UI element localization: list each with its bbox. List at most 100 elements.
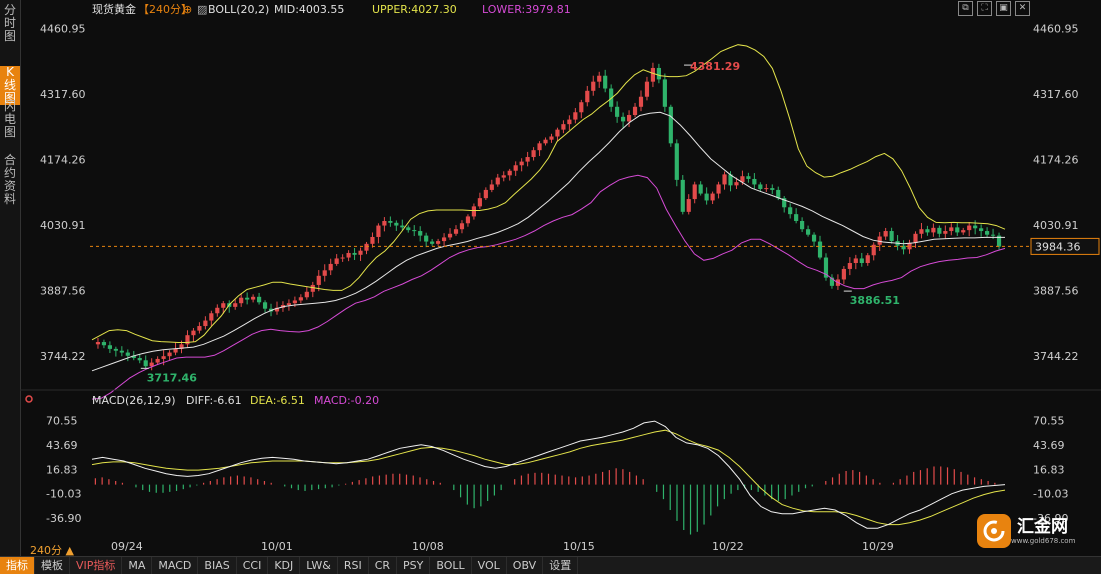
y-tick-left-1: 4317.60 <box>40 88 86 101</box>
y-tick-right-4: 3887.56 <box>1033 285 1079 298</box>
header-item-2: ⊕ <box>183 3 192 16</box>
left-tab-0[interactable]: 分时图 <box>3 3 16 43</box>
candle-body <box>638 96 644 107</box>
candle-body <box>382 220 387 226</box>
candle-body <box>352 252 357 255</box>
candle-body <box>567 119 572 125</box>
bottom-tab--1[interactable]: 模板 <box>35 557 70 574</box>
bottom-tab-rsi-9[interactable]: RSI <box>338 557 369 574</box>
candle-body <box>424 235 429 242</box>
candle-body <box>979 228 984 232</box>
candle-body <box>173 348 178 353</box>
bottom-tab-kdj-7[interactable]: KDJ <box>268 557 301 574</box>
candle-body <box>316 275 321 285</box>
boll-mid-line <box>91 111 1005 372</box>
bottom-tab-macd-4[interactable]: MACD <box>152 557 199 574</box>
bottom-tab-psy-11[interactable]: PSY <box>397 557 431 574</box>
macd-y-tick-left-1: 43.69 <box>46 439 78 452</box>
macd-header-item-0: MACD(26,12,9) <box>92 394 176 407</box>
header-item-3: ▨ <box>197 3 207 16</box>
candle-body <box>937 227 942 234</box>
bottom-tab-lw-8[interactable]: LW& <box>300 557 338 574</box>
candle-body <box>107 345 112 349</box>
candle-body <box>656 67 661 80</box>
candle-body <box>579 102 584 113</box>
candle-body <box>477 198 482 207</box>
candle-body <box>436 241 441 244</box>
period-selector[interactable]: 240分 ▲ <box>30 544 74 557</box>
candle-body <box>901 245 906 250</box>
candle-body <box>292 300 297 304</box>
restore-icon[interactable]: ⧉ <box>958 1 973 16</box>
bottom-tab-cci-6[interactable]: CCI <box>237 557 269 574</box>
candle-body <box>310 284 315 292</box>
candle-body <box>418 231 423 236</box>
candle-body <box>453 229 459 234</box>
fullscreen-icon[interactable]: ⛶ <box>977 1 992 16</box>
bottom-tab-obv-14[interactable]: OBV <box>507 557 544 574</box>
candle-body <box>340 257 345 259</box>
bottom-tab-ma-3[interactable]: MA <box>122 557 153 574</box>
y-tick-left-2: 4174.26 <box>40 154 86 167</box>
window-icon[interactable]: ▣ <box>996 1 1011 16</box>
close-icon[interactable]: ✕ <box>1015 1 1030 16</box>
candle-body <box>662 79 667 107</box>
candle-body <box>125 352 130 356</box>
candle-body <box>298 297 303 301</box>
header-item-4: BOLL(20,2) <box>208 3 269 16</box>
candle-body <box>185 335 190 345</box>
candle-body <box>191 330 196 336</box>
bottom-tab-cr-10[interactable]: CR <box>369 557 398 574</box>
candle-body <box>537 143 542 151</box>
left-tab-2[interactable]: 闪电图 <box>3 99 16 139</box>
bottom-tab-vol-13[interactable]: VOL <box>472 557 507 574</box>
candle-body <box>829 277 835 286</box>
candle-body <box>286 303 292 306</box>
candle-body <box>632 106 638 116</box>
left-tab-3[interactable]: 合约资料 <box>3 153 16 206</box>
candle-body <box>961 230 966 233</box>
candle-body <box>782 198 787 208</box>
candle-body <box>215 307 220 314</box>
header-item-1: 【240分】 <box>138 3 192 16</box>
bottom-tab--15[interactable]: 设置 <box>543 557 579 574</box>
x-tick-0: 09/24 <box>111 540 143 553</box>
candle-body <box>603 75 608 89</box>
candle-body <box>489 184 494 190</box>
candle-body <box>471 206 476 217</box>
candle-body <box>650 67 656 82</box>
candle-body <box>167 352 172 357</box>
bottom-tab--0[interactable]: 指标 <box>0 557 35 574</box>
candle-body <box>406 227 411 231</box>
current-price-box <box>1030 237 1100 255</box>
candle-body <box>430 241 435 244</box>
candle-body <box>483 189 488 199</box>
header-item-7: LOWER:3979.81 <box>482 3 571 16</box>
candle-body <box>692 184 697 200</box>
bottom-tab-boll-12[interactable]: BOLL <box>430 557 472 574</box>
candle-body <box>334 258 339 264</box>
candle-body <box>925 229 930 233</box>
candle-body <box>907 242 912 250</box>
x-tick-1: 10/01 <box>261 540 293 553</box>
candle-body <box>990 234 996 236</box>
candle-body <box>322 270 327 276</box>
candle-body <box>853 258 858 264</box>
y-tick-left-0: 4460.95 <box>40 23 86 36</box>
bottom-tab-vip-2[interactable]: VIP指标 <box>70 557 123 574</box>
bottom-tab-bias-5[interactable]: BIAS <box>198 557 237 574</box>
y-tick-left-4: 3887.56 <box>40 285 86 298</box>
candle-body <box>615 106 620 117</box>
candle-body <box>358 250 363 255</box>
candle-body <box>919 229 924 234</box>
candle-body <box>525 157 530 162</box>
macd-y-tick-right-3: -10.03 <box>1033 488 1068 501</box>
candle-body <box>770 188 775 190</box>
candle-body <box>555 129 560 137</box>
candle-body <box>823 257 829 278</box>
macd-settings-icon <box>25 395 33 403</box>
candle-body <box>788 207 793 215</box>
macd-y-tick-right-0: 70.55 <box>1033 415 1065 428</box>
